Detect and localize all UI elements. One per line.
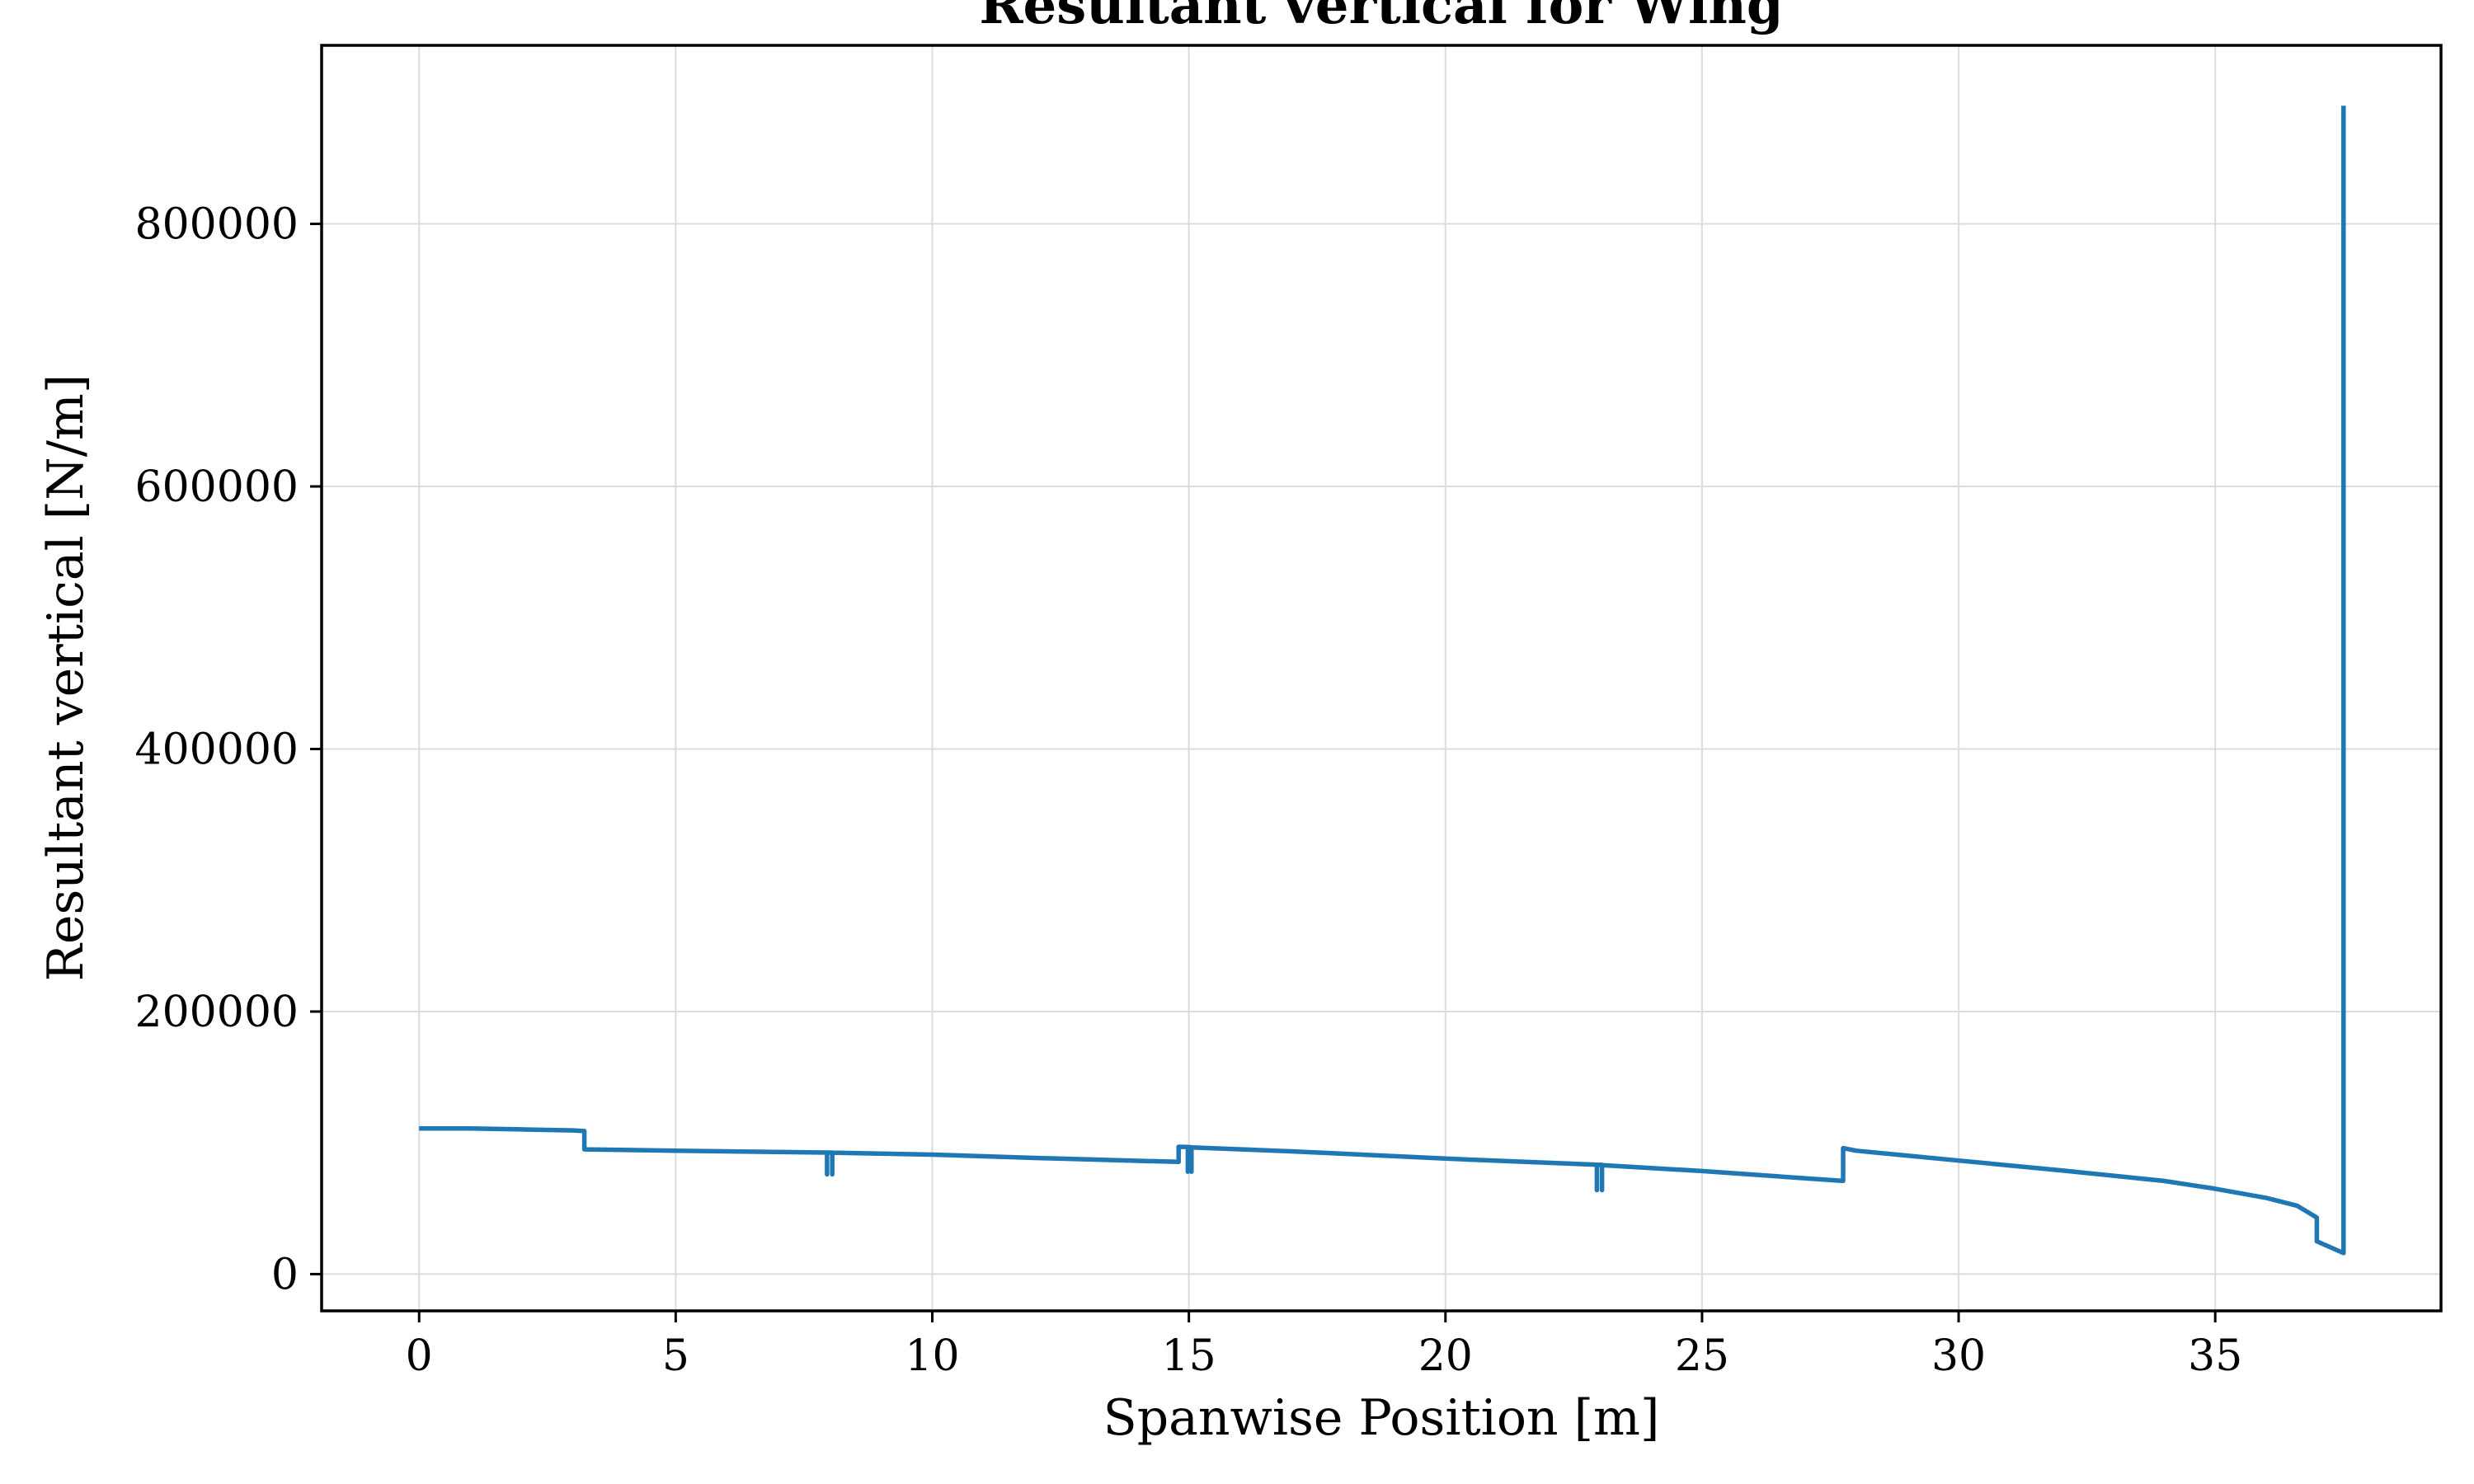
x-tick-label: 0 <box>406 1331 433 1381</box>
chart-title: Resultant vertical for Wing <box>979 0 1783 36</box>
x-tick-label: 15 <box>1162 1331 1216 1381</box>
x-axis-label: Spanwise Position [m] <box>1103 1389 1660 1447</box>
series-line <box>419 106 2346 1256</box>
x-tick-label: 25 <box>1675 1331 1729 1381</box>
y-tick-label: 0 <box>271 1250 299 1299</box>
y-tick-label: 200000 <box>134 988 299 1037</box>
x-tick-label: 10 <box>905 1331 959 1381</box>
x-tick-label: 35 <box>2188 1331 2242 1381</box>
x-tick-label: 5 <box>662 1331 689 1381</box>
y-axis-label: Resultant vertical [N/m] <box>37 374 95 981</box>
grid <box>322 45 2441 1311</box>
x-tick-label: 20 <box>1418 1331 1473 1381</box>
plot-frame <box>320 44 2443 1313</box>
y-tick-label: 800000 <box>134 200 299 250</box>
y-tick-label: 600000 <box>134 463 299 512</box>
ticks: 0 5 10 15 20 25 30 35 0 200000 400000 600000 800000 <box>134 200 2242 1381</box>
x-tick-label: 30 <box>1931 1331 1986 1381</box>
series-layer <box>419 106 2346 1256</box>
y-tick-label: 400000 <box>134 725 299 774</box>
